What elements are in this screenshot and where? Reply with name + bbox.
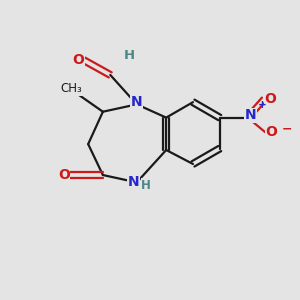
Text: O: O — [73, 53, 84, 67]
Text: O: O — [265, 125, 277, 139]
Text: N: N — [128, 176, 140, 189]
Text: H: H — [141, 179, 151, 192]
Text: −: − — [281, 122, 292, 135]
Text: +: + — [258, 100, 267, 110]
Text: O: O — [58, 168, 70, 182]
Text: N: N — [244, 108, 256, 122]
Text: H: H — [124, 49, 135, 62]
Text: N: N — [131, 95, 142, 109]
Text: O: O — [265, 92, 276, 106]
Text: CH₃: CH₃ — [60, 82, 82, 95]
